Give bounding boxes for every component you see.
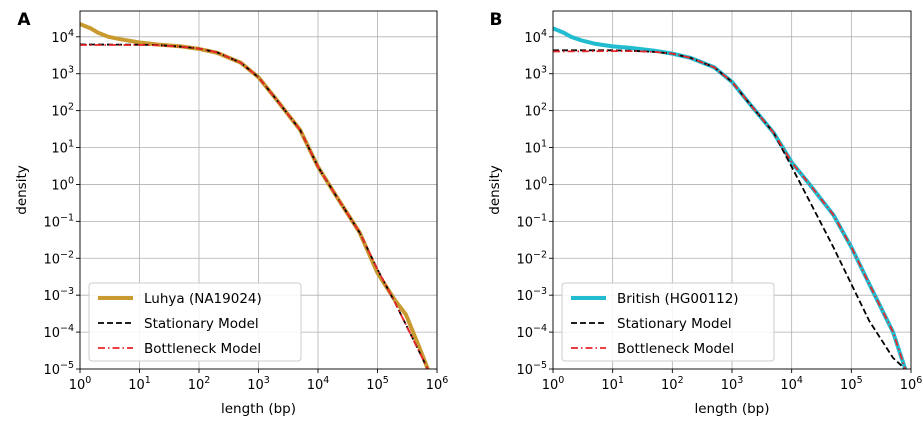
- legend-label-1: Stationary Model: [617, 316, 732, 332]
- legend-box: [88, 282, 302, 362]
- y-tick-label: 10−3: [43, 286, 74, 304]
- x-tick-label: 104: [307, 375, 330, 393]
- y-tick-label: 10−3: [516, 286, 547, 304]
- x-tick-label: 104: [780, 375, 803, 393]
- x-tick-label: 100: [69, 375, 92, 393]
- y-tick-label: 101: [51, 139, 74, 157]
- y-tick-label: 100: [524, 175, 547, 193]
- y-tick-label: 104: [51, 28, 74, 46]
- y-tick-label: 103: [51, 65, 74, 83]
- x-axis-label: length (bp): [221, 401, 296, 417]
- x-tick-label: 101: [601, 375, 624, 393]
- legend: Luhya (NA19024) Stationary Model Bottlenec…: [88, 282, 302, 362]
- y-tick-label: 10−4: [516, 323, 547, 341]
- legend-label-2: Bottleneck Model: [617, 341, 734, 357]
- chart-panel-b: 100 101 102 103 104 105 106 104 103 102 101 100 10−1…: [487, 10, 922, 417]
- series-group: [553, 26, 908, 369]
- x-tick-label: 106: [900, 375, 923, 393]
- x-tick-label: 102: [661, 375, 684, 393]
- y-tick-label: 10−1: [43, 212, 74, 230]
- y-tick-label: 10−5: [43, 360, 74, 378]
- x-tick-label: 101: [128, 375, 151, 393]
- y-tick-label: 102: [524, 102, 547, 120]
- y-tick-label: 101: [524, 139, 547, 157]
- chart-panel-a: 100 101 102 103 104 105 106 104 103 102 101 100 10−1…: [14, 10, 448, 417]
- panel-label: A: [17, 10, 31, 30]
- x-tick-label: 105: [366, 375, 389, 393]
- x-tick-label: 106: [426, 375, 449, 393]
- series-line-2: [80, 44, 429, 369]
- legend: British (HG00112) Stationary Model Bottlen…: [561, 282, 775, 362]
- y-tick-label: 10−1: [516, 212, 547, 230]
- legend-label-1: Stationary Model: [144, 316, 259, 332]
- legend-label-2: Bottleneck Model: [144, 341, 261, 357]
- x-tick-label: 102: [188, 375, 211, 393]
- y-axis-label: density: [14, 165, 30, 215]
- panel-label: B: [490, 10, 503, 30]
- series-group: [80, 22, 430, 369]
- legend-label-0: British (HG00112): [617, 291, 739, 307]
- y-axis-label: density: [487, 165, 503, 215]
- y-tick-label: 104: [524, 28, 547, 46]
- y-tick-label: 10−5: [516, 360, 547, 378]
- x-axis-label: length (bp): [695, 401, 770, 417]
- series-line-2: [553, 50, 907, 369]
- x-tick-label: 103: [721, 375, 744, 393]
- x-tick-label: 100: [542, 375, 565, 393]
- y-tick-label: 10−2: [43, 249, 74, 267]
- x-tick-label: 103: [247, 375, 270, 393]
- y-tick-label: 102: [51, 102, 74, 120]
- y-tick-label: 103: [524, 65, 547, 83]
- y-tick-label: 10−2: [516, 249, 547, 267]
- y-tick-label: 100: [51, 175, 74, 193]
- x-tick-label: 105: [840, 375, 863, 393]
- y-tick-label: 10−4: [43, 323, 74, 341]
- legend-label-0: Luhya (NA19024): [144, 291, 262, 307]
- legend-box: [561, 282, 775, 362]
